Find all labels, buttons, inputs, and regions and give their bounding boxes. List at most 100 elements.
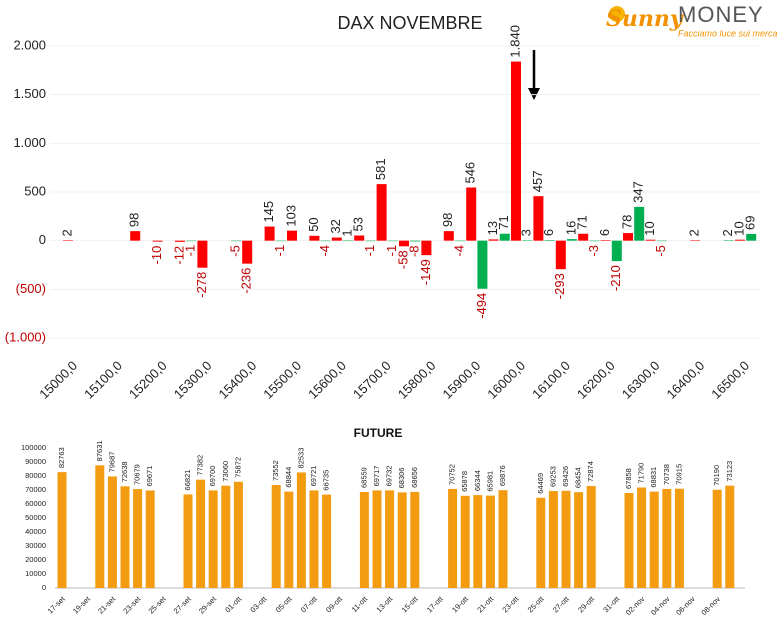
bar	[645, 239, 656, 241]
bar	[107, 476, 117, 588]
bar	[183, 494, 193, 588]
value-label: 10	[731, 221, 746, 235]
bar	[296, 472, 306, 588]
value-label: 1.840	[507, 25, 522, 58]
bar	[498, 490, 508, 588]
value-label: 66344	[473, 470, 482, 491]
value-label: -494	[474, 293, 489, 319]
value-label: -8	[407, 245, 422, 257]
bar	[544, 240, 555, 241]
value-label: 71790	[637, 463, 646, 484]
value-label: 98	[440, 213, 455, 227]
bar	[574, 492, 584, 588]
value-label: -149	[418, 259, 433, 285]
value-label: -1	[272, 245, 287, 257]
bar	[242, 240, 253, 264]
bar	[120, 486, 130, 588]
bar	[637, 487, 647, 588]
bar	[624, 492, 634, 588]
value-label: 82763	[57, 447, 66, 468]
value-label: 69	[743, 215, 758, 229]
value-label: 103	[283, 205, 298, 227]
bar	[649, 491, 659, 588]
bar	[57, 472, 67, 588]
bar	[365, 240, 376, 242]
value-label: 69721	[309, 466, 318, 487]
bar	[271, 485, 281, 588]
value-label: -293	[552, 273, 567, 299]
value-label: 32	[328, 219, 343, 233]
logo-name: MONEY	[678, 2, 764, 27]
bar	[410, 491, 420, 588]
value-label: 68306	[397, 468, 406, 489]
y-tick-label: 10000	[25, 569, 46, 578]
bar	[322, 494, 332, 588]
value-label: 87631	[95, 440, 104, 461]
value-label: -4	[317, 245, 332, 257]
bar	[130, 231, 141, 241]
value-label: 65878	[460, 471, 469, 492]
bar	[674, 488, 684, 588]
bar	[662, 488, 672, 588]
y-tick-label: 100000	[21, 443, 46, 452]
y-tick-label: 1.000	[13, 135, 46, 150]
value-label: 70190	[712, 465, 721, 486]
bar	[387, 240, 398, 242]
value-label: 457	[530, 170, 545, 192]
bar	[231, 240, 241, 242]
bar	[466, 187, 477, 241]
bar	[473, 495, 483, 588]
y-tick-label: 500	[24, 183, 46, 198]
value-label: 72874	[586, 461, 595, 482]
value-label: -5	[653, 245, 668, 257]
y-tick-label: (1.000)	[5, 329, 46, 344]
bar	[586, 485, 596, 588]
value-label: 68844	[284, 467, 293, 488]
value-label: 13	[485, 221, 500, 235]
value-label: 145	[261, 201, 276, 223]
bar	[623, 233, 633, 241]
value-label: 77382	[196, 455, 205, 476]
value-label: 73060	[221, 461, 230, 482]
value-label: 3	[519, 229, 534, 236]
value-label: 2	[687, 229, 702, 236]
bar	[443, 231, 454, 241]
value-label: -1	[384, 245, 399, 257]
y-tick-label: 1.500	[13, 86, 46, 101]
bar	[95, 465, 105, 588]
value-label: 6	[597, 229, 612, 236]
y-tick-label: 80000	[25, 471, 46, 480]
value-label: 16	[563, 221, 578, 235]
bar	[233, 481, 243, 588]
logo: Sunny MONEY Facciamo luce sui mercati	[606, 2, 777, 39]
bar	[548, 491, 558, 588]
chart-title: DAX NOVEMBRE	[337, 13, 482, 33]
logo-sun	[609, 6, 625, 22]
bar	[723, 240, 734, 241]
bar	[690, 240, 701, 241]
bar	[208, 490, 218, 588]
y-tick-label: 2.000	[13, 37, 46, 52]
value-label: 581	[373, 158, 388, 180]
value-label: 2	[720, 229, 735, 236]
bar	[145, 490, 155, 588]
value-label: 72638	[120, 461, 129, 482]
bar	[589, 240, 600, 242]
value-label: 68559	[359, 467, 368, 488]
bar	[725, 485, 735, 588]
bar	[611, 240, 622, 262]
value-label: 69876	[498, 465, 507, 486]
bar	[275, 240, 286, 242]
bar	[712, 489, 722, 588]
value-label: 82533	[296, 448, 305, 469]
bar	[746, 233, 757, 241]
bar	[448, 488, 458, 588]
y-tick-label: 30000	[25, 541, 46, 550]
value-label: 70679	[133, 464, 142, 485]
bar	[221, 485, 231, 588]
value-label: -236	[239, 268, 254, 294]
value-label: 66735	[322, 470, 331, 491]
bar	[410, 240, 421, 242]
bar	[477, 240, 488, 289]
value-label: 98	[127, 213, 142, 227]
